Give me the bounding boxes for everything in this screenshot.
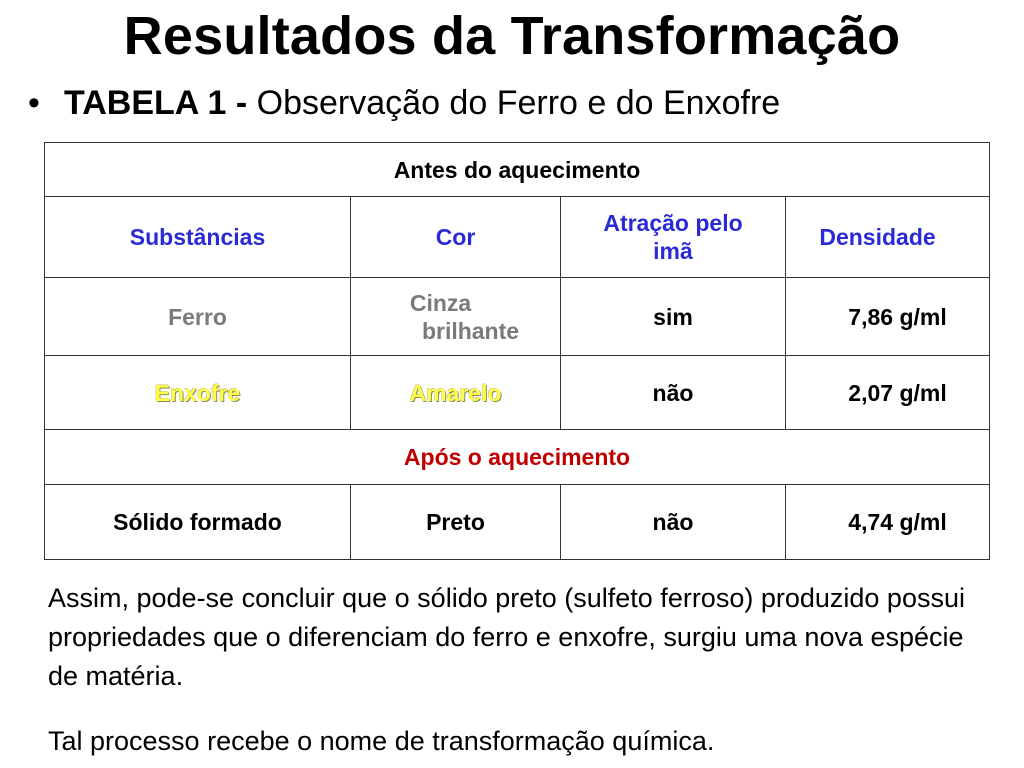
table-row: Após o aquecimento xyxy=(43,429,991,485)
slide-title: Resultados da Transformação xyxy=(123,6,901,66)
table-caption: • TABELA 1 - Observação do Ferro e do Enx… xyxy=(28,82,780,124)
cell-color-enxofre: Amarelo xyxy=(350,355,561,430)
cell-magnet-solid: não xyxy=(560,484,786,560)
table-caption-text: Observação do Ferro e do Enxofre xyxy=(256,84,781,122)
cell-color-ferro: Cinza brilhante xyxy=(350,277,561,356)
cell-magnet-enxofre: não xyxy=(560,355,786,430)
cell-density-ferro: 7,86 g/ml xyxy=(784,277,991,356)
header-magnet: Atração pelo imã xyxy=(560,196,786,278)
conclusion-statement: Tal processo recebe o nome de transforma… xyxy=(48,726,715,756)
table-header-row: Substâncias Cor Atração pelo imã Densida… xyxy=(44,196,991,278)
table-row: Ferro Cinza brilhante sim 7,86 g/ml xyxy=(44,277,991,356)
cell-magnet-ferro: sim xyxy=(560,277,786,356)
cell-color-solid: Preto xyxy=(350,484,561,560)
table-row: Sólido formado Preto não 4,74 g/ml xyxy=(44,484,991,560)
header-density: Densidade xyxy=(784,196,991,278)
cell-substance-solid: Sólido formado xyxy=(44,484,351,560)
header-color: Cor xyxy=(350,196,561,278)
table-caption-label: TABELA 1 - xyxy=(64,84,248,122)
header-magnet-line2: imã xyxy=(653,238,693,264)
table-row: Antes do aquecimento xyxy=(43,142,991,197)
observation-table: Antes do aquecimento Substâncias Cor Atr… xyxy=(43,142,991,560)
header-magnet-line1: Atração pelo xyxy=(603,210,743,236)
conclusion-paragraph: Assim, pode-se concluir que o sólido pre… xyxy=(48,583,965,691)
cell-density-solid: 4,74 g/ml xyxy=(784,484,991,560)
section-after-heading: Após o aquecimento xyxy=(43,429,991,485)
cell-color-ferro-line2: brilhante xyxy=(421,317,520,344)
cell-density-enxofre: 2,07 g/ml xyxy=(784,355,991,430)
section-before-heading: Antes do aquecimento xyxy=(43,142,991,197)
cell-substance-ferro: Ferro xyxy=(44,277,351,356)
bullet-dot-icon: • xyxy=(28,84,40,122)
header-substance: Substâncias xyxy=(44,196,351,278)
table-row: Enxofre Amarelo não 2,07 g/ml xyxy=(44,355,991,430)
cell-substance-enxofre: Enxofre xyxy=(44,355,351,430)
cell-color-ferro-line1: Cinza xyxy=(409,289,472,316)
